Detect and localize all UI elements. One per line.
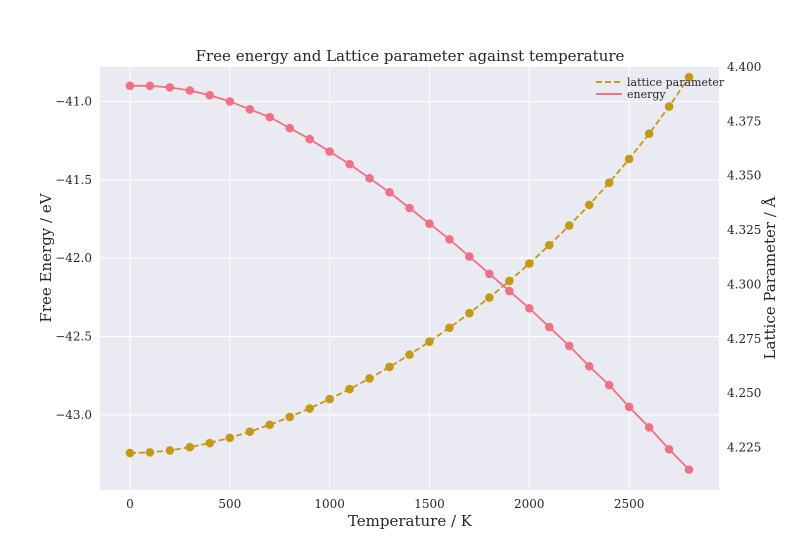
lattice-parameter-point (285, 412, 294, 422)
energy-point (345, 159, 354, 169)
grid (100, 67, 719, 490)
x-tick-label: 0 (126, 497, 134, 511)
ticks: 0 500 1000 1500 2000 2500 −41.0 −41.5 −42.0 −42.5… (55, 60, 761, 511)
chart-title: Free energy and Lattice parameter agains… (196, 47, 625, 65)
y-right-tick-label: 4.375 (727, 114, 761, 128)
energy-point (465, 252, 474, 261)
energy-point (385, 188, 394, 197)
legend: lattice parameter energy (596, 76, 725, 101)
energy-point (564, 341, 574, 351)
energy-point (405, 203, 414, 213)
energy-point (125, 81, 135, 91)
y-left-tick-label: −41.0 (55, 94, 92, 108)
lattice-parameter-point (145, 448, 155, 457)
legend-lattice-label: lattice parameter (627, 76, 725, 89)
energy-point (305, 134, 314, 144)
lattice-parameter-point (265, 420, 275, 430)
energy-point (505, 286, 514, 296)
lattice-parameter-point (245, 427, 255, 437)
y-axis-left-title: Free Energy / eV (37, 192, 55, 322)
x-tick-label: 2500 (614, 497, 645, 511)
y-right-tick-label: 4.250 (727, 386, 761, 400)
y-right-tick-label: 4.275 (727, 332, 761, 346)
energy-point (185, 86, 195, 95)
lattice-parameter-point (525, 259, 534, 268)
y-left-tick-label: −42.0 (55, 251, 92, 265)
lattice-parameter-point (505, 276, 514, 286)
lattice-parameter-point (564, 221, 574, 230)
energy-point (544, 322, 554, 332)
energy-point (644, 423, 654, 432)
energy-point (205, 90, 215, 100)
energy-point (425, 219, 434, 228)
lattice-parameter-point (544, 240, 554, 250)
energy-point (265, 112, 275, 122)
lattice-parameter-point (165, 446, 175, 455)
x-axis-title: Temperature / K (348, 512, 473, 530)
energy-point (225, 97, 235, 106)
y-right-tick-label: 4.350 (727, 169, 761, 183)
lattice-parameter-point (205, 438, 215, 448)
energy-point (525, 303, 534, 313)
lattice-parameter-point (485, 293, 494, 302)
lattice-parameter-point (664, 102, 674, 111)
lattice-parameter-point (624, 154, 634, 164)
lattice-parameter-point (644, 129, 654, 139)
lattice-parameter-point (405, 350, 414, 360)
lattice-parameter-point (225, 433, 235, 443)
legend-energy-label: energy (627, 88, 666, 101)
series-layer (125, 72, 694, 474)
lattice-parameter-point (584, 200, 594, 210)
energy-point (365, 173, 374, 183)
energy-point (165, 83, 175, 92)
lattice-parameter-point (305, 404, 314, 413)
energy-point (245, 105, 255, 114)
lattice-parameter-point (125, 448, 135, 458)
plot-area (100, 67, 719, 490)
energy-point (285, 123, 294, 133)
lattice-parameter-point (365, 374, 374, 383)
energy-point (664, 444, 674, 454)
energy-point (145, 81, 155, 91)
energy-point (485, 269, 494, 279)
y-axis-right-title: Lattice Parameter / Å (761, 196, 779, 359)
x-tick-label: 500 (218, 497, 241, 511)
x-tick-label: 1500 (414, 497, 445, 511)
x-tick-label: 1000 (314, 497, 345, 511)
energy-point (325, 147, 334, 156)
energy-point (624, 402, 634, 412)
energy-point (684, 465, 694, 474)
energy-point (445, 235, 454, 244)
energy-point (584, 361, 594, 371)
y-right-tick-label: 4.400 (727, 60, 761, 74)
energy-point (604, 380, 614, 390)
lattice-parameter-point (445, 323, 454, 333)
lattice-parameter-point (325, 394, 334, 404)
lattice-parameter-point (385, 362, 394, 372)
y-left-tick-label: −43.0 (55, 408, 92, 422)
x-tick-label: 2000 (514, 497, 545, 511)
y-right-tick-label: 4.300 (727, 277, 761, 291)
lattice-parameter-point (345, 384, 354, 394)
y-left-tick-label: −41.5 (55, 173, 92, 187)
y-right-tick-label: 4.325 (727, 223, 761, 237)
lattice-parameter-point (425, 337, 434, 346)
lattice-parameter-point (684, 72, 694, 82)
y-right-tick-label: 4.225 (727, 441, 761, 455)
y-left-tick-label: −42.5 (55, 329, 92, 343)
lattice-parameter-point (185, 442, 195, 452)
lattice-parameter-point (465, 308, 474, 318)
lattice-parameter-point (604, 178, 614, 187)
